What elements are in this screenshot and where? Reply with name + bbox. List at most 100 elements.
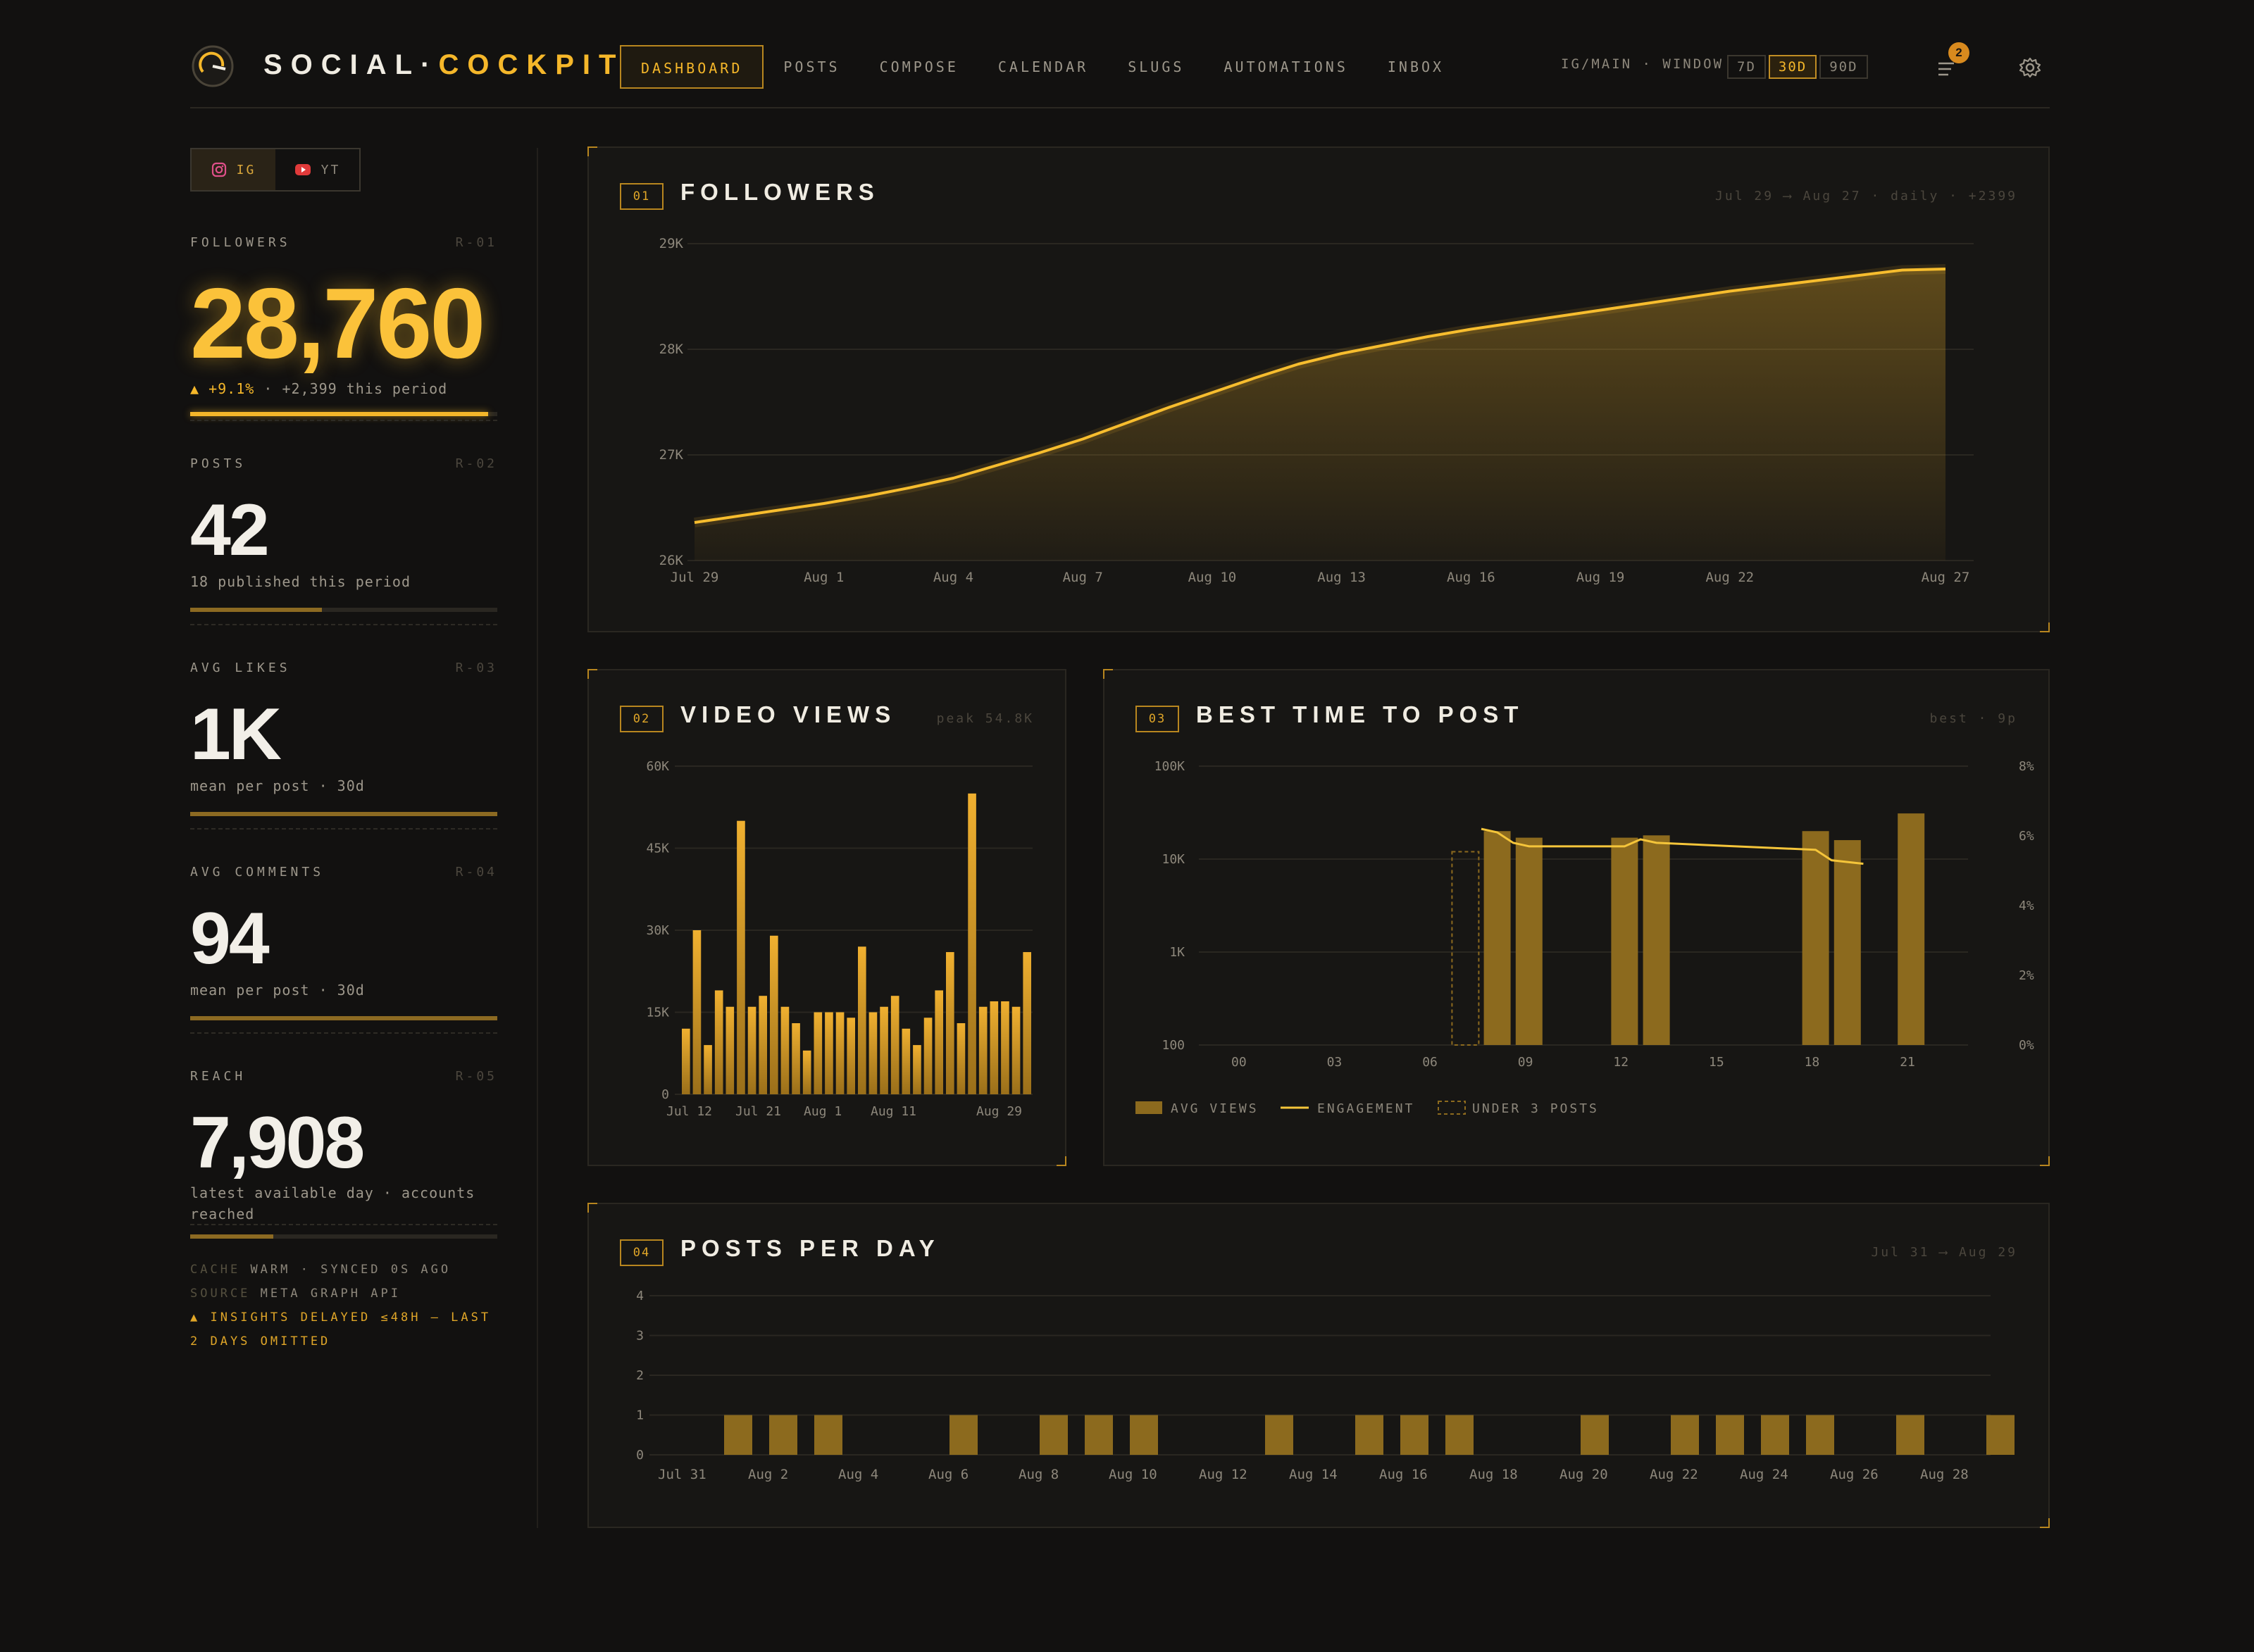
- tab-youtube[interactable]: YT: [275, 149, 359, 190]
- panel-title: BEST TIME TO POST: [1196, 701, 1524, 727]
- video-views-bar: [913, 1045, 921, 1094]
- corner-mark: [1057, 1156, 1066, 1166]
- insights-warning: INSIGHTS DELAYED ≤48H — LAST 2 DAYS OMIT…: [190, 1310, 492, 1348]
- window-selector: 7D 30D 90D: [1727, 55, 1868, 79]
- nav-calendar[interactable]: CALENDAR: [997, 58, 1089, 75]
- reach-sub: latest available day · accounts reached: [190, 1184, 475, 1222]
- cache-value: WARM · SYNCED 0S AGO: [250, 1263, 452, 1277]
- avg-comments-progress: [190, 1016, 497, 1020]
- reach-progress: [190, 1234, 497, 1239]
- video-views-bar: [880, 1006, 888, 1094]
- followers-panel: 01 FOLLOWERS Jul 29 ⟶ Aug 27 · daily · +…: [587, 146, 2050, 632]
- nav-compose[interactable]: COMPOSE: [879, 58, 959, 75]
- video-views-bar: [747, 1006, 756, 1094]
- brand-main: SOCIAL·: [263, 49, 439, 80]
- y-tick-label-right: 6%: [2019, 829, 2034, 844]
- panel-number: 02: [620, 706, 664, 732]
- x-tick-label: Aug 4: [933, 570, 973, 585]
- followers-chart: 26K 27K 28K 29K Jul 29 Aug 1 Aug 4 Aug 7 Aug 10 A…: [659, 236, 1974, 585]
- avg-comments-value: 94: [190, 898, 270, 980]
- posts-per-day-bar: [1040, 1415, 1068, 1455]
- video-views-bar: [935, 990, 943, 1094]
- legend-avg-views: AVG VIEWS: [1171, 1101, 1259, 1116]
- video-views-bar: [835, 1012, 845, 1094]
- window-30d-button[interactable]: 30D: [1768, 55, 1817, 79]
- avg-likes-sub: mean per post · 30d: [190, 777, 365, 794]
- panel-meta: peak 54.8K: [936, 711, 1034, 726]
- avg-views-bar: [1611, 837, 1638, 1045]
- x-tick-label: Aug 8: [1019, 1467, 1059, 1482]
- followers-area: [695, 269, 1945, 561]
- x-tick-label: Aug 14: [1289, 1467, 1338, 1482]
- y-tick-label-right: 8%: [2019, 759, 2034, 774]
- avg-views-bar: [1802, 831, 1829, 1045]
- panel-number: 01: [620, 183, 664, 210]
- window-7d-button[interactable]: 7D: [1727, 55, 1766, 79]
- video-views-bar: [802, 1050, 811, 1094]
- tab-youtube-label: YT: [320, 162, 341, 177]
- followers-line: [694, 268, 1946, 524]
- brand-accent: COCKPIT: [438, 49, 625, 80]
- nav-automations[interactable]: AUTOMATIONS: [1223, 58, 1348, 75]
- x-tick-label: Jul 31: [658, 1467, 706, 1482]
- nav-inbox[interactable]: INBOX: [1387, 58, 1445, 75]
- posts-per-day-bar: [814, 1415, 842, 1455]
- avg-views-bar: [1833, 840, 1861, 1045]
- x-tick-label: 00: [1231, 1055, 1247, 1070]
- metric-ref: R-02: [455, 456, 497, 471]
- video-views-panel: 02 VIDEO VIEWS peak 54.8K 0 15K 30K 45K 60K J…: [587, 669, 1066, 1166]
- panel-title: VIDEO VIEWS: [680, 701, 897, 727]
- x-tick-label: Aug 22: [1705, 570, 1754, 585]
- x-tick-label: 18: [1805, 1055, 1820, 1070]
- video-views-bar: [737, 820, 745, 1094]
- window-90d-button[interactable]: 90D: [1819, 55, 1868, 79]
- brand-title: SOCIAL·COCKPIT: [263, 49, 624, 81]
- sidebar: IG YT FOLLOWERS R-01 28,760 ▲ +9.1% · +2,…: [190, 148, 497, 1353]
- nav-dashboard[interactable]: DASHBOARD: [620, 45, 764, 89]
- y-tick-label: 2: [636, 1368, 644, 1383]
- x-tick-label: Aug 24: [1740, 1467, 1788, 1482]
- nav-posts[interactable]: POSTS: [783, 58, 840, 75]
- video-views-bar: [902, 1028, 911, 1094]
- video-views-bar: [1001, 1001, 1009, 1094]
- posts-per-day-bar: [1400, 1415, 1428, 1455]
- tab-instagram[interactable]: IG: [192, 149, 275, 190]
- posts-per-day-bar: [1085, 1415, 1113, 1455]
- video-views-bar: [946, 952, 954, 1094]
- x-tick-label: Aug 28: [1920, 1467, 1969, 1482]
- nav-slugs[interactable]: SLUGS: [1128, 58, 1185, 75]
- x-tick-label: 15: [1709, 1055, 1724, 1070]
- x-tick-label: Aug 22: [1650, 1467, 1698, 1482]
- x-tick-label: Aug 13: [1317, 570, 1366, 585]
- video-views-bar: [770, 935, 778, 1094]
- y-tick-label: 26K: [659, 553, 684, 568]
- video-views-bar: [704, 1045, 712, 1094]
- panel-number: 04: [620, 1239, 664, 1266]
- video-views-bar: [847, 1018, 855, 1094]
- posts-per-day-bar: [1761, 1415, 1789, 1455]
- source-key: SOURCE: [190, 1287, 251, 1301]
- engagement-line: [1481, 827, 1864, 865]
- panel-meta: Jul 29 ⟶ Aug 27 · daily · +2399: [1715, 189, 2017, 204]
- posts-per-day-bar: [949, 1415, 978, 1455]
- x-tick-label: Aug 6: [928, 1467, 969, 1482]
- reach-value: 7,908: [190, 1102, 365, 1184]
- corner-mark: [2040, 622, 2050, 632]
- panel-meta: best · 9p: [1929, 711, 2017, 726]
- sync-status: CACHE WARM · SYNCED 0S AGO SOURCE META G…: [190, 1258, 497, 1353]
- x-tick-label: 09: [1518, 1055, 1533, 1070]
- metric-change-row: ▲ +9.1% · +2,399 this period: [190, 378, 497, 399]
- notifications-list-icon[interactable]: [1933, 55, 1961, 83]
- video-views-bar: [692, 930, 702, 1094]
- avg-views-bar: [1515, 837, 1543, 1045]
- video-views-bar: [868, 1012, 878, 1094]
- posts-per-day-bar: [1355, 1415, 1383, 1455]
- video-views-bar: [726, 1006, 735, 1094]
- avg-likes-value: 1K: [190, 694, 282, 775]
- avg-views-bar: [1483, 831, 1511, 1045]
- x-tick-label: Jul 12: [666, 1104, 712, 1119]
- posts-per-day-bar: [769, 1415, 797, 1455]
- gear-icon[interactable]: [2017, 55, 2043, 80]
- posts-per-day-bar: [1806, 1415, 1834, 1455]
- corner-mark: [2040, 1156, 2050, 1166]
